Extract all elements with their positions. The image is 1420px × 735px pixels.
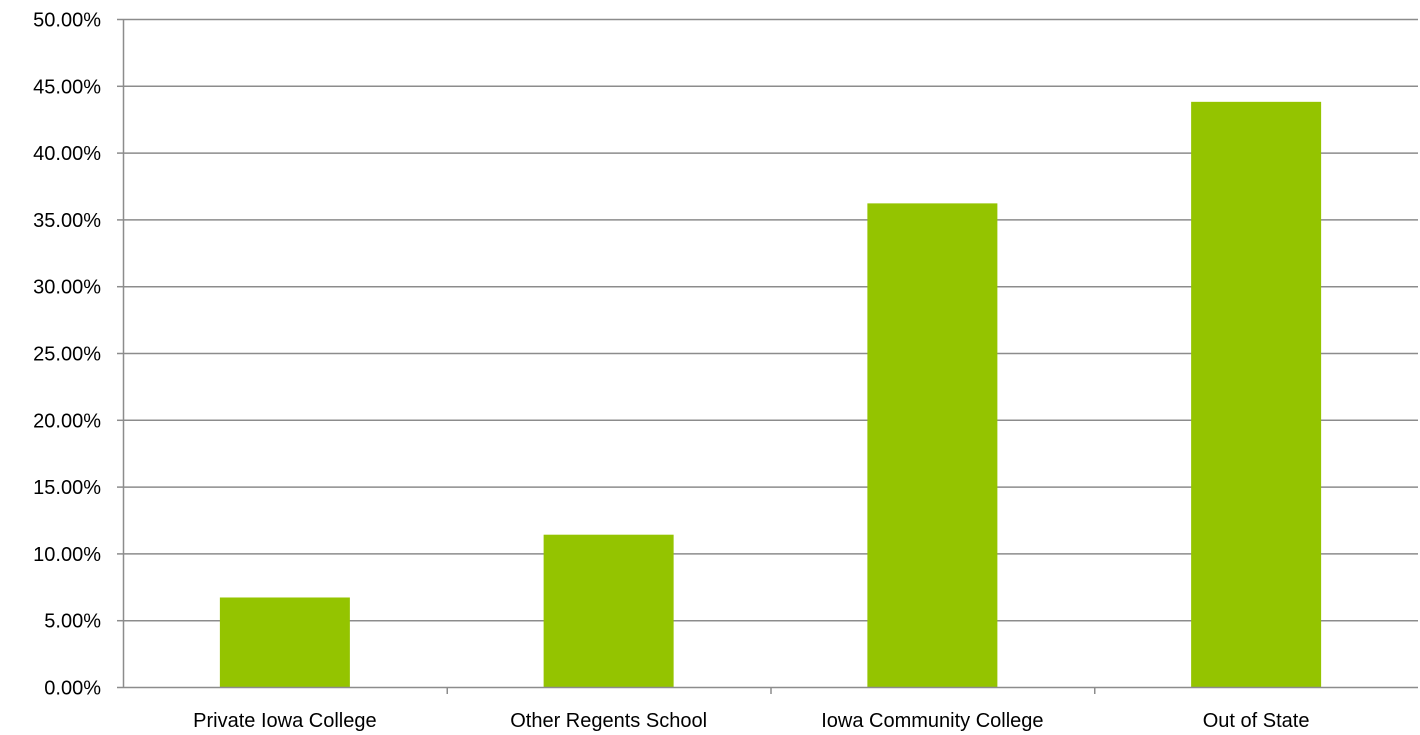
- y-tick-label: 40.00%: [33, 143, 101, 165]
- y-tick-labels: 0.00% 5.00% 10.00% 15.00% 20.00% 25.00% 30.00%…: [33, 10, 101, 700]
- x-category-label: Out of State: [1203, 710, 1310, 732]
- gridlines: [123, 18, 1418, 622]
- bar: [867, 203, 998, 688]
- bar: [543, 534, 674, 687]
- y-tick-label: 35.00%: [33, 210, 101, 232]
- axes: [117, 18, 1418, 694]
- y-tick-label: 50.00%: [33, 10, 101, 32]
- x-category-label: Iowa Community College: [821, 710, 1043, 732]
- bars: [219, 101, 1322, 688]
- y-tick-label: 20.00%: [33, 410, 101, 432]
- y-tick-label: 45.00%: [33, 76, 101, 98]
- y-tick-label: 10.00%: [33, 544, 101, 566]
- y-tick-label: 5.00%: [44, 611, 101, 633]
- x-category-label: Private Iowa College: [193, 710, 376, 732]
- x-category-labels: Private Iowa College Other Regents School…: [193, 710, 1309, 732]
- y-tick-label: 30.00%: [33, 277, 101, 299]
- bar: [1191, 101, 1322, 687]
- bar: [219, 597, 350, 687]
- y-tick-label: 25.00%: [33, 344, 101, 366]
- y-tick-label: 15.00%: [33, 477, 101, 499]
- y-tick-label: 0.00%: [44, 678, 101, 700]
- x-category-label: Other Regents School: [510, 710, 707, 732]
